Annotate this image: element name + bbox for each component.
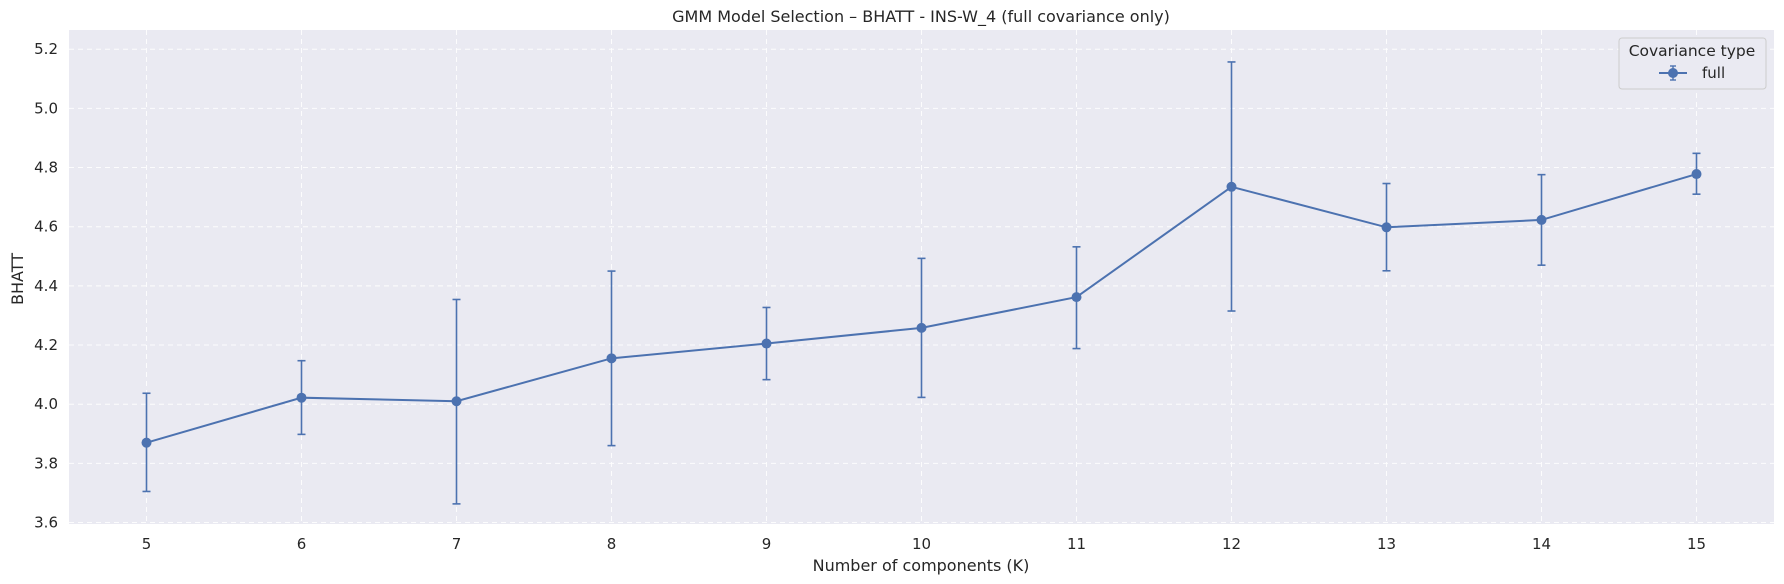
y-tick-label: 3.8 <box>34 454 58 472</box>
y-axis-label: BHATT <box>8 253 27 305</box>
x-axis-label: Number of components (K) <box>813 556 1030 575</box>
legend-box <box>1618 37 1767 90</box>
data-point <box>761 338 772 349</box>
chart-title: GMM Model Selection – BHATT - INS-W_4 (f… <box>672 7 1170 27</box>
legend: Covariance type full <box>1618 37 1767 90</box>
data-point <box>1536 214 1547 225</box>
x-tick-label: 9 <box>762 535 772 553</box>
legend-point <box>1668 68 1678 78</box>
y-tick-label: 5.0 <box>34 99 58 117</box>
tick-layer: 3.6 3.8 4.0 4.2 4.4 4.6 4.8 5.0 5.2 5 6 7 8 9 10 11 12 13… <box>34 40 1706 553</box>
x-tick-label: 6 <box>297 535 307 553</box>
y-tick-label: 4.0 <box>34 395 58 413</box>
x-tick-label: 5 <box>142 535 152 553</box>
data-point <box>1071 292 1082 303</box>
x-tick-label: 15 <box>1687 535 1706 553</box>
y-tick-label: 3.6 <box>34 514 58 532</box>
x-tick-label: 11 <box>1067 535 1086 553</box>
x-tick-label: 12 <box>1222 535 1241 553</box>
legend-label-full: full <box>1702 64 1725 82</box>
legend-marker-full <box>1659 65 1687 81</box>
x-tick-label: 8 <box>607 535 617 553</box>
data-point <box>1691 169 1702 180</box>
data-point <box>141 437 152 448</box>
data-point <box>1381 222 1392 233</box>
data-point <box>451 396 462 407</box>
data-point <box>606 353 617 364</box>
data-point <box>916 322 927 333</box>
x-tick-label: 13 <box>1377 535 1396 553</box>
y-tick-label: 5.2 <box>34 40 58 58</box>
data-point <box>296 392 307 403</box>
y-tick-label: 4.2 <box>34 336 58 354</box>
x-tick-label: 7 <box>452 535 462 553</box>
data-point <box>1226 181 1237 192</box>
x-tick-label: 14 <box>1532 535 1551 553</box>
series-layer <box>141 61 1702 505</box>
legend-title: Covariance type <box>1629 42 1756 60</box>
y-tick-label: 4.8 <box>34 159 58 177</box>
y-tick-label: 4.4 <box>34 277 58 295</box>
x-tick-label: 10 <box>912 535 931 553</box>
y-tick-label: 4.6 <box>34 218 58 236</box>
